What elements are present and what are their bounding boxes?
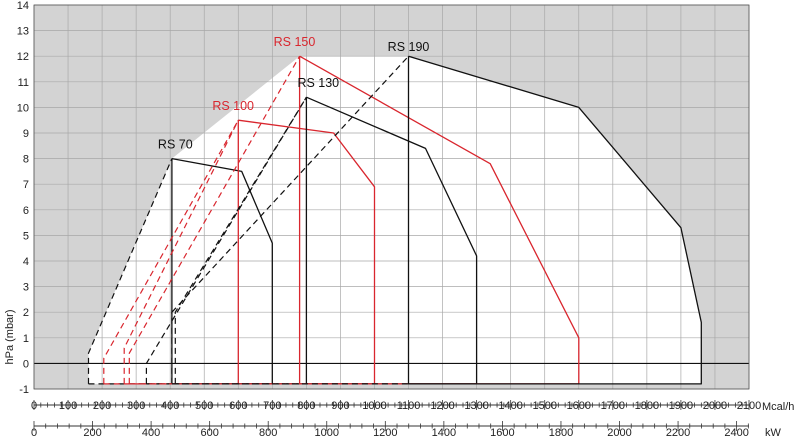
rs-150-dashed-line <box>128 55 301 384</box>
y-tick-label: 10 <box>17 102 29 114</box>
y-tick-label: 7 <box>23 179 29 191</box>
kw-tick-label: 1000 <box>315 427 339 438</box>
mcal-tick-label: 1300 <box>464 400 488 412</box>
kw-tick-label: 1600 <box>490 427 514 438</box>
plot-background <box>34 5 749 389</box>
mcal-tick-label: 200 <box>93 400 111 412</box>
y-tick-label: 4 <box>23 256 29 268</box>
y-tick-label: 5 <box>23 230 29 242</box>
mcal-tick-label: 100 <box>59 400 77 412</box>
y-tick-label: 6 <box>23 205 29 217</box>
y-axis-label: hPa (mbar) <box>4 309 16 364</box>
mcal-tick-label: 300 <box>127 400 145 412</box>
rs-190-label: RS 190 <box>388 40 430 54</box>
mcal-tick-label: 1600 <box>567 400 591 412</box>
kw-tick-label: 1400 <box>432 427 456 438</box>
mcal-tick-label: 1700 <box>601 400 625 412</box>
mcal-tick-label: 1200 <box>430 400 454 412</box>
mcal-tick-label: 1800 <box>635 400 659 412</box>
y-tick-label: -1 <box>19 384 29 396</box>
rs-100-dashed-line <box>103 119 239 384</box>
rs-150-label: RS 150 <box>274 35 316 49</box>
mcal-tick-label: 1500 <box>532 400 556 412</box>
rs-130-dashed-line <box>145 96 307 384</box>
y-tick-label: 0 <box>23 358 29 370</box>
kw-tick-label: 400 <box>142 427 160 438</box>
kw-tick-label: 1800 <box>549 427 573 438</box>
rs-70-label: RS 70 <box>158 137 193 151</box>
y-tick-label: 8 <box>23 154 29 166</box>
mcal-tick-label: 600 <box>229 400 247 412</box>
series-group <box>87 55 702 385</box>
y-tick-label: 2 <box>23 307 29 319</box>
rs-100-solid-line <box>237 119 376 385</box>
kw-tick-label: 1200 <box>373 427 397 438</box>
mcal-tick-label: 400 <box>161 400 179 412</box>
y-tick-label: 9 <box>23 128 29 140</box>
rs-130-label: RS 130 <box>297 76 339 90</box>
mcal-tick-label: 700 <box>263 400 281 412</box>
mcal-tick-label: 1900 <box>669 400 693 412</box>
y-tick-label: 1 <box>23 333 29 345</box>
mcal-tick-label: 2100 <box>737 400 761 412</box>
working-envelope <box>88 56 702 384</box>
y-tick-label: 3 <box>23 282 29 294</box>
kw-tick-label: 2400 <box>724 427 748 438</box>
y-tick-label: 14 <box>17 0 29 12</box>
series-labels: RS 70 RS 100 RS 130 RS 150 RS 190 <box>158 35 429 151</box>
rs-130-solid-line <box>305 96 478 385</box>
kw-tick-label: 600 <box>200 427 218 438</box>
mcal-tick-label: 0 <box>31 400 37 412</box>
rs-100-dashed-inner-line <box>123 119 239 384</box>
y-tick-label: 12 <box>17 51 29 63</box>
mcal-tick-label: 1000 <box>362 400 386 412</box>
kw-tick-label: 800 <box>259 427 277 438</box>
kw-tick-label: 200 <box>83 427 101 438</box>
y-tick-label: 13 <box>17 26 29 38</box>
rs-130-dashed-inner-line <box>174 96 307 384</box>
mcal-tick-label: 1400 <box>498 400 522 412</box>
kw-tick-label: 0 <box>31 427 37 438</box>
rs-190-dashed-line <box>171 55 409 313</box>
kw-tick-label: 2200 <box>666 427 690 438</box>
rs-100-label: RS 100 <box>212 99 254 113</box>
mcal-tick-label: 800 <box>297 400 315 412</box>
mcal-tick-label: 500 <box>195 400 213 412</box>
mcal-tick-label: 1100 <box>397 400 421 412</box>
mcal-tick-label: 2000 <box>703 400 727 412</box>
rs-150-solid-line <box>298 55 580 385</box>
mcal-tick-label: 900 <box>331 400 349 412</box>
y-tick-label: 11 <box>18 77 29 89</box>
plot-frame <box>33 4 750 390</box>
rs-70-dashed-line <box>87 158 173 384</box>
x-axis-top-unit: Mcal/h <box>762 401 794 413</box>
kw-tick-label: 2000 <box>607 427 631 438</box>
x-axis-bottom-unit: kW <box>765 427 782 438</box>
rs-70-solid-line <box>171 157 273 385</box>
rs-190-solid-line <box>407 55 702 385</box>
